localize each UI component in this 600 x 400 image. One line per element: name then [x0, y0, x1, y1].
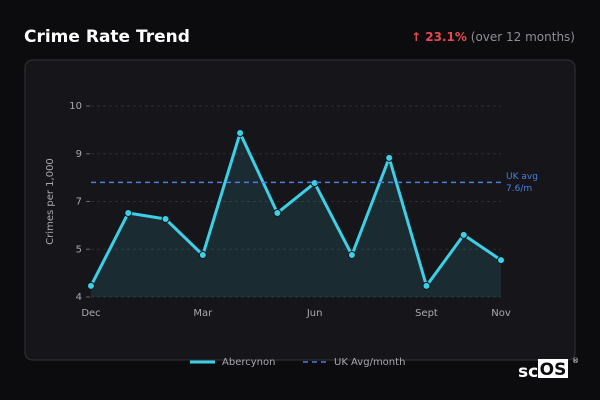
change-line: ↑ 23.1% (over 12 months): [411, 30, 575, 44]
x-tick-label: Mar: [193, 308, 213, 319]
point: [273, 208, 282, 217]
point: [236, 129, 245, 138]
plot: Crimes per 1,000 4 5 7 9 10 Dec Mar Jun Sept Nov UK…: [45, 101, 538, 368]
point: [124, 208, 133, 217]
watermark-box: [538, 359, 568, 378]
point: [385, 153, 394, 162]
point: [161, 215, 170, 224]
y-tick-label: 5: [76, 244, 82, 255]
area: [91, 133, 501, 297]
y-tick-label: 4: [76, 292, 82, 303]
watermark-boxed: OS: [540, 360, 567, 380]
legend-label: Abercynon: [222, 357, 275, 368]
x-tick-label: Dec: [81, 308, 100, 319]
point: [422, 281, 431, 290]
y-tick-label: 7: [76, 197, 82, 208]
watermark-prefix: sc: [518, 362, 538, 382]
reference-label: 7.6/m: [506, 184, 532, 194]
title: Crime Rate Trend: [24, 27, 190, 47]
point: [198, 250, 207, 259]
y-tick-label: 10: [69, 101, 82, 112]
x-tick-label: Jun: [306, 308, 323, 319]
line: [89, 131, 502, 288]
y-tick-label: 9: [76, 149, 82, 160]
point: [459, 230, 468, 239]
chart-card: [24, 59, 576, 361]
point: [497, 256, 505, 265]
x-tick-label: Nov: [491, 308, 511, 319]
reference-label: UK avg: [506, 172, 538, 182]
period: (over 12 months): [471, 30, 575, 44]
point: [87, 281, 95, 290]
point: [347, 250, 356, 259]
y-axis-label: Crimes per 1,000: [45, 158, 56, 245]
watermark-mark: ®: [572, 357, 579, 365]
x-tick-label: Sept: [415, 308, 438, 319]
change: ↑ 23.1%: [411, 30, 467, 44]
legend-label: UK Avg/month: [334, 357, 405, 368]
